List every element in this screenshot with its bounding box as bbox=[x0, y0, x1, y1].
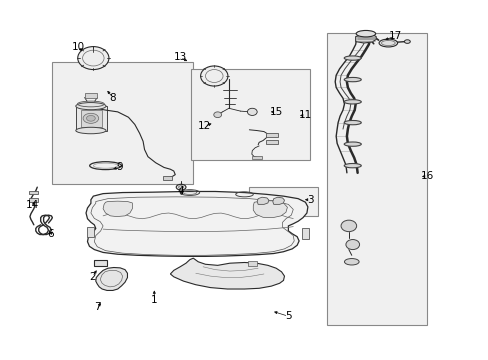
Circle shape bbox=[345, 239, 359, 249]
Bar bbox=[266, 140, 278, 144]
Polygon shape bbox=[355, 35, 375, 43]
Ellipse shape bbox=[76, 127, 106, 134]
Text: 12: 12 bbox=[198, 121, 211, 131]
Bar bbox=[87, 226, 94, 237]
Text: 13: 13 bbox=[173, 52, 186, 62]
Bar bbox=[162, 176, 172, 180]
Bar bbox=[29, 191, 38, 194]
Text: 9: 9 bbox=[117, 162, 123, 172]
Ellipse shape bbox=[344, 258, 358, 265]
Text: 8: 8 bbox=[109, 93, 116, 103]
Text: 5: 5 bbox=[285, 311, 291, 321]
Polygon shape bbox=[253, 201, 287, 218]
Bar bbox=[248, 261, 257, 266]
Polygon shape bbox=[170, 258, 284, 289]
Text: 4: 4 bbox=[178, 186, 184, 197]
Ellipse shape bbox=[86, 116, 95, 121]
Circle shape bbox=[247, 108, 257, 116]
Circle shape bbox=[213, 112, 221, 118]
Ellipse shape bbox=[344, 56, 361, 60]
Ellipse shape bbox=[344, 100, 361, 104]
Circle shape bbox=[340, 220, 356, 231]
Text: 2: 2 bbox=[89, 272, 96, 282]
Ellipse shape bbox=[404, 40, 409, 43]
Bar bbox=[81, 110, 102, 127]
Ellipse shape bbox=[344, 121, 361, 125]
Polygon shape bbox=[86, 192, 307, 256]
Polygon shape bbox=[272, 197, 284, 204]
Text: 14: 14 bbox=[26, 200, 39, 210]
Bar bbox=[249, 187, 317, 216]
Ellipse shape bbox=[176, 184, 185, 190]
Polygon shape bbox=[257, 197, 268, 204]
Text: 15: 15 bbox=[269, 107, 282, 117]
Ellipse shape bbox=[344, 142, 361, 146]
Bar bbox=[266, 133, 278, 137]
Ellipse shape bbox=[344, 163, 361, 168]
Ellipse shape bbox=[378, 39, 397, 47]
Ellipse shape bbox=[344, 77, 361, 82]
Circle shape bbox=[78, 46, 109, 69]
Polygon shape bbox=[103, 201, 132, 217]
Bar bbox=[327, 33, 427, 325]
Bar bbox=[52, 62, 193, 184]
Text: 10: 10 bbox=[72, 42, 85, 51]
Bar bbox=[190, 69, 310, 160]
Bar bbox=[76, 106, 106, 131]
Bar bbox=[301, 228, 308, 239]
Text: 17: 17 bbox=[388, 31, 402, 41]
Text: 6: 6 bbox=[47, 229, 54, 239]
Text: 3: 3 bbox=[306, 195, 313, 205]
Ellipse shape bbox=[76, 103, 106, 110]
Text: 11: 11 bbox=[298, 111, 311, 121]
Polygon shape bbox=[96, 267, 127, 291]
Text: 16: 16 bbox=[420, 171, 433, 181]
Text: 1: 1 bbox=[151, 295, 157, 305]
Ellipse shape bbox=[83, 113, 99, 123]
Bar bbox=[29, 198, 38, 202]
Bar bbox=[84, 93, 97, 98]
Circle shape bbox=[200, 66, 227, 86]
Ellipse shape bbox=[355, 31, 375, 37]
Text: 7: 7 bbox=[94, 302, 101, 312]
Bar bbox=[251, 156, 261, 159]
Bar bbox=[94, 260, 106, 266]
